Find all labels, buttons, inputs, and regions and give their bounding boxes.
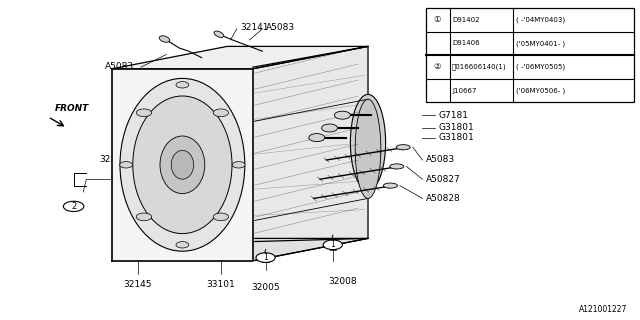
Text: J10667: J10667: [452, 88, 477, 93]
Text: 33101: 33101: [207, 280, 235, 289]
Text: ('05MY0401- ): ('05MY0401- ): [516, 40, 564, 47]
Text: FRONT: FRONT: [54, 104, 89, 113]
Circle shape: [256, 253, 275, 262]
Circle shape: [213, 109, 228, 116]
Circle shape: [136, 213, 152, 221]
Ellipse shape: [160, 136, 205, 194]
Ellipse shape: [335, 111, 351, 119]
Text: ( -'04MY0403): ( -'04MY0403): [516, 17, 564, 23]
Text: A50827: A50827: [426, 175, 460, 184]
Text: A121001227: A121001227: [579, 305, 627, 314]
Text: ⓑ016606140(1): ⓑ016606140(1): [452, 64, 507, 70]
Circle shape: [232, 162, 245, 168]
Text: G31801: G31801: [438, 133, 474, 142]
Ellipse shape: [351, 94, 385, 190]
Ellipse shape: [214, 31, 224, 37]
Text: ( -'06MY0505): ( -'06MY0505): [516, 64, 564, 70]
Text: A5083: A5083: [105, 62, 134, 71]
Bar: [426, 8, 634, 102]
Text: G7181: G7181: [438, 111, 468, 120]
Ellipse shape: [159, 36, 170, 42]
Text: A5083: A5083: [426, 156, 455, 164]
Circle shape: [176, 242, 189, 248]
Text: A5083: A5083: [266, 23, 295, 32]
Text: D91406: D91406: [452, 40, 480, 46]
Polygon shape: [253, 46, 368, 261]
Ellipse shape: [120, 78, 244, 251]
Text: 2: 2: [71, 202, 76, 211]
Polygon shape: [112, 46, 368, 69]
Circle shape: [136, 109, 152, 116]
Polygon shape: [112, 238, 368, 261]
Ellipse shape: [172, 150, 193, 179]
Text: ①: ①: [434, 15, 442, 24]
Circle shape: [120, 162, 132, 168]
Text: ②: ②: [434, 62, 442, 71]
Circle shape: [323, 240, 342, 250]
Text: 32145: 32145: [124, 280, 152, 289]
Text: 32008: 32008: [328, 277, 356, 286]
Text: 32005: 32005: [252, 283, 280, 292]
Text: 32158: 32158: [99, 156, 128, 164]
Ellipse shape: [390, 164, 404, 169]
Text: A50828: A50828: [426, 194, 460, 203]
Ellipse shape: [355, 99, 381, 198]
Text: ('06MY0506- ): ('06MY0506- ): [516, 87, 564, 94]
Circle shape: [213, 213, 228, 221]
Ellipse shape: [383, 183, 397, 188]
Text: D91402: D91402: [452, 17, 479, 23]
Polygon shape: [112, 69, 253, 261]
Ellipse shape: [322, 124, 338, 132]
Circle shape: [63, 201, 84, 212]
Text: 32141: 32141: [240, 23, 269, 32]
Text: 1: 1: [330, 240, 335, 249]
Ellipse shape: [396, 145, 410, 150]
Circle shape: [176, 82, 189, 88]
Text: 1: 1: [263, 253, 268, 262]
Ellipse shape: [133, 96, 232, 234]
Text: G31801: G31801: [438, 124, 474, 132]
Ellipse shape: [309, 134, 325, 141]
